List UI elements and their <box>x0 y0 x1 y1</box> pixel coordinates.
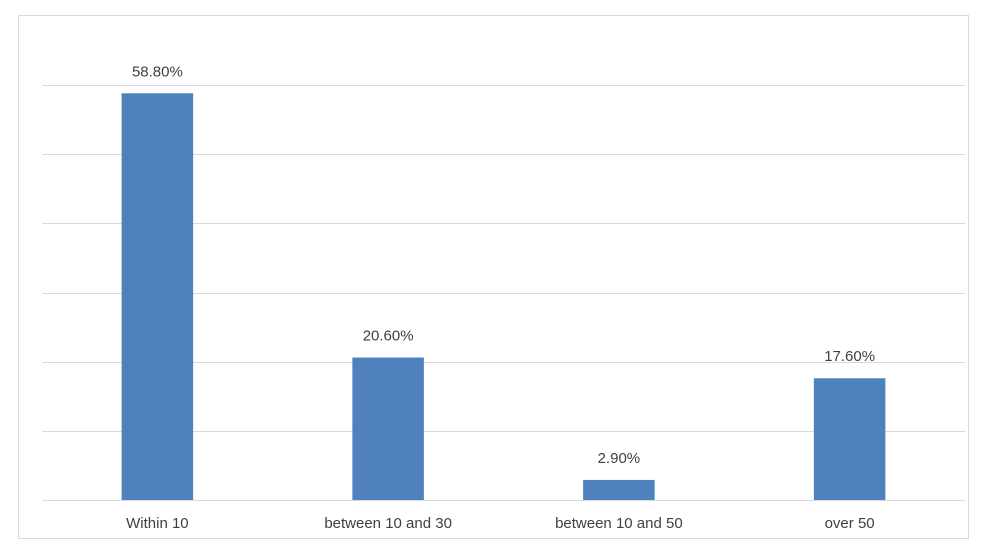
bar <box>352 357 424 500</box>
x-tick-label: Within 10 <box>126 515 189 532</box>
data-label: 58.80% <box>132 63 183 80</box>
x-tick-label: between 10 and 30 <box>324 515 452 532</box>
bar <box>121 93 194 501</box>
data-label: 2.90% <box>598 450 641 467</box>
x-tick-label: between 10 and 50 <box>555 515 683 532</box>
bar <box>813 378 886 500</box>
data-label: 17.60% <box>824 348 875 365</box>
x-tick-label: over 50 <box>825 515 875 532</box>
bar <box>583 479 655 500</box>
data-label: 20.60% <box>363 327 414 344</box>
